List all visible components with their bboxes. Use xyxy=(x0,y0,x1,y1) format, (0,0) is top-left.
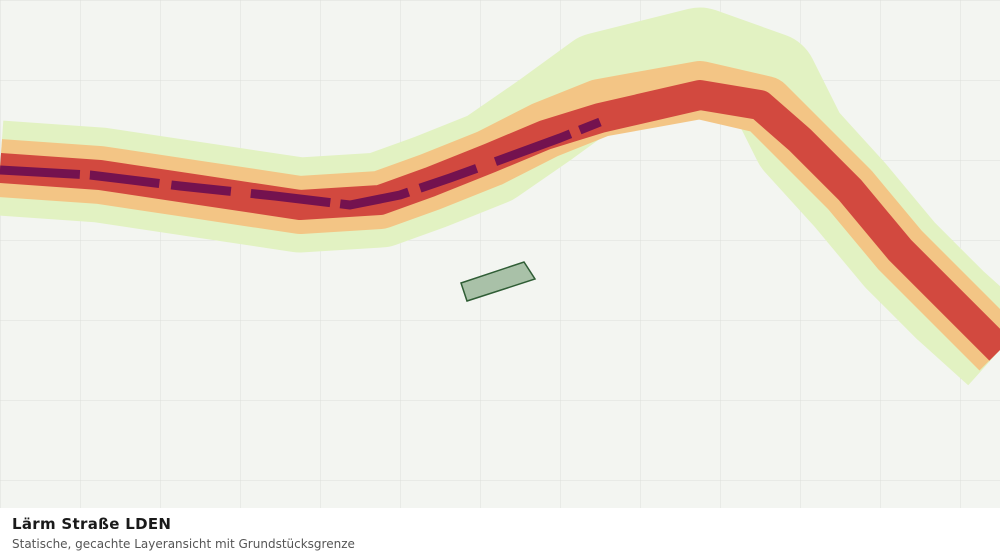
noise-map xyxy=(0,0,1000,508)
parcel-boundary[interactable] xyxy=(460,261,537,302)
noise-zone-max xyxy=(0,117,602,210)
noise-zone-high xyxy=(0,80,1000,361)
map-title: Lärm Straße LDEN xyxy=(12,515,172,533)
map-subtitle: Statische, gecachte Layeransicht mit Gru… xyxy=(12,537,355,551)
caption: Lärm Straße LDEN Statische, gecachte Lay… xyxy=(0,508,1000,560)
noise-band xyxy=(0,7,1000,386)
map-grid xyxy=(0,0,1000,508)
